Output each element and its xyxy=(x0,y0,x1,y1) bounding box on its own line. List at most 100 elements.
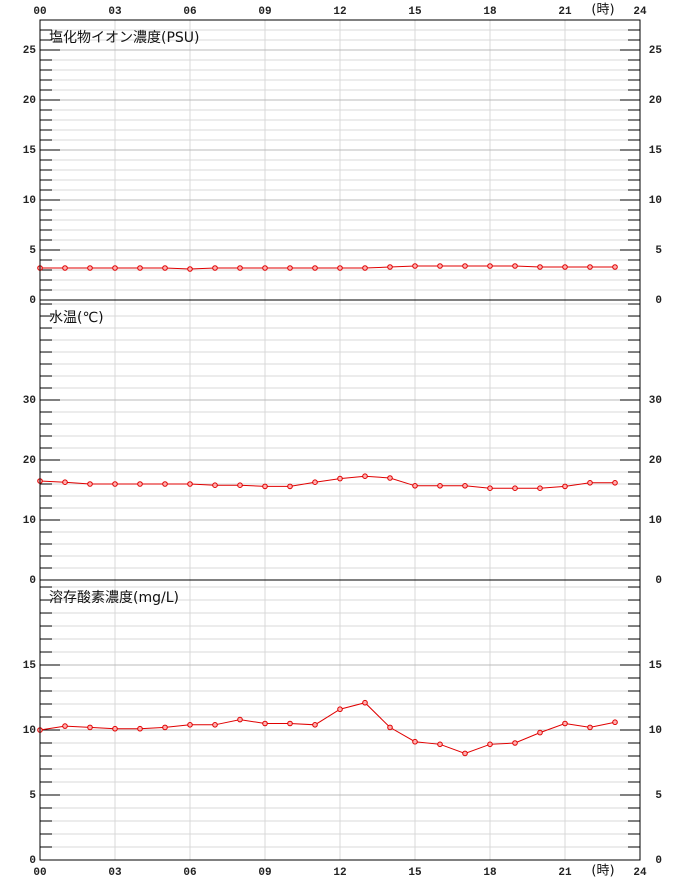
data-point xyxy=(212,722,218,728)
data-point xyxy=(237,265,243,271)
data-point xyxy=(262,720,268,727)
data-point xyxy=(187,481,193,487)
data-point xyxy=(87,724,93,731)
data-point xyxy=(212,482,218,489)
data-point xyxy=(587,724,593,731)
data-point xyxy=(287,483,293,490)
data-point xyxy=(412,483,418,489)
x-tick-label: 06 xyxy=(183,867,196,879)
x-tick-label: 21 xyxy=(558,867,572,879)
data-point xyxy=(62,723,68,729)
x-tick-label: 24 xyxy=(633,6,647,18)
data-point xyxy=(362,699,368,706)
data-point xyxy=(112,481,118,487)
x-tick-label: 18 xyxy=(483,867,497,879)
x-axis-unit: (時) xyxy=(591,3,614,18)
y-tick-label: 5 xyxy=(655,790,662,802)
data-point xyxy=(437,263,443,269)
panel-title: 溶存酸素濃度(mg/L) xyxy=(49,590,179,606)
y-tick-label: 10 xyxy=(23,725,36,737)
y-tick-label: 0 xyxy=(655,855,662,867)
x-tick-label: 06 xyxy=(183,6,196,18)
data-point xyxy=(187,722,193,728)
data-point xyxy=(287,265,293,271)
y-tick-label: 10 xyxy=(649,515,662,527)
data-point xyxy=(137,481,143,487)
y-tick-label: 0 xyxy=(29,575,36,587)
data-point xyxy=(487,263,493,269)
y-tick-label: 5 xyxy=(29,790,36,802)
data-point xyxy=(487,741,493,748)
panel-title: 塩化物イオン濃度(PSU) xyxy=(49,30,200,46)
data-point xyxy=(387,724,393,731)
data-point xyxy=(437,483,443,489)
data-point xyxy=(387,264,393,270)
data-point xyxy=(562,720,568,727)
y-tick-label: 20 xyxy=(23,95,36,107)
x-tick-label: 15 xyxy=(408,867,422,879)
data-point xyxy=(512,740,518,746)
data-point xyxy=(312,479,318,486)
data-point xyxy=(137,725,143,732)
x-tick-label: 03 xyxy=(108,6,122,18)
data-point xyxy=(537,264,543,270)
x-tick-label: 21 xyxy=(558,6,572,18)
data-point xyxy=(162,481,168,487)
data-point xyxy=(312,722,318,728)
data-point xyxy=(287,720,293,727)
data-point xyxy=(412,738,418,745)
data-point xyxy=(312,265,318,271)
data-point xyxy=(587,264,593,270)
data-point xyxy=(162,724,168,731)
data-point xyxy=(462,483,468,489)
x-tick-label: 12 xyxy=(333,6,346,18)
data-point xyxy=(462,750,468,757)
x-tick-label: 00 xyxy=(33,6,46,18)
data-point xyxy=(137,265,143,271)
y-tick-label: 25 xyxy=(23,45,37,57)
y-tick-label: 0 xyxy=(655,575,662,587)
data-point xyxy=(537,729,543,736)
data-point xyxy=(162,265,168,271)
y-tick-label: 0 xyxy=(29,295,36,307)
x-tick-label: 03 xyxy=(108,867,122,879)
data-point xyxy=(562,264,568,270)
data-line xyxy=(40,265,615,270)
y-tick-label: 20 xyxy=(649,455,662,467)
data-point xyxy=(412,263,418,269)
data-point xyxy=(562,483,568,490)
y-tick-label: 15 xyxy=(649,660,663,672)
y-tick-label: 0 xyxy=(29,855,36,867)
data-point xyxy=(62,265,68,271)
data-point xyxy=(612,264,618,270)
data-point xyxy=(362,265,368,271)
data-point xyxy=(362,473,368,480)
data-point xyxy=(187,266,193,272)
data-point xyxy=(462,263,468,269)
x-tick-label: 15 xyxy=(408,6,422,18)
data-line xyxy=(39,475,615,489)
y-tick-label: 15 xyxy=(649,145,663,157)
y-tick-label: 5 xyxy=(29,245,36,257)
x-tick-label: 00 xyxy=(33,867,46,879)
y-tick-label: 25 xyxy=(649,45,663,57)
x-tick-label: 18 xyxy=(483,6,497,18)
data-point xyxy=(262,483,268,490)
data-point xyxy=(337,265,343,271)
data-point xyxy=(487,485,493,492)
data-line xyxy=(39,702,616,754)
data-point xyxy=(112,265,118,271)
data-point xyxy=(437,741,443,748)
data-point xyxy=(337,475,343,482)
data-point xyxy=(512,263,518,269)
y-tick-label: 10 xyxy=(23,515,36,527)
data-point xyxy=(587,480,593,486)
x-axis-unit: (時) xyxy=(591,864,614,879)
plot-frame xyxy=(39,19,641,861)
x-tick-label: 24 xyxy=(633,867,647,879)
y-tick-label: 15 xyxy=(23,145,37,157)
data-point xyxy=(612,480,618,486)
y-tick-label: 10 xyxy=(649,725,662,737)
y-tick-label: 0 xyxy=(655,295,662,307)
